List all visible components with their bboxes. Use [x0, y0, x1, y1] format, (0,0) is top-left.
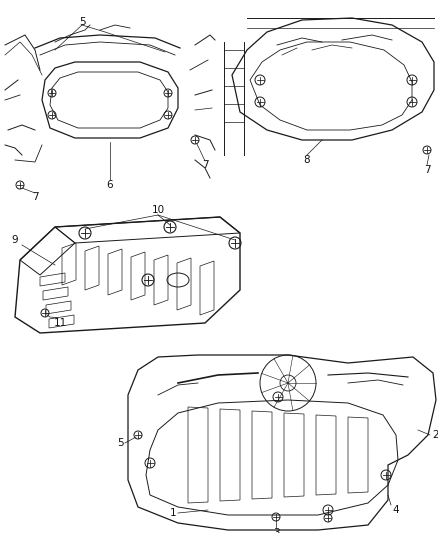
- Text: 7: 7: [424, 165, 430, 175]
- Text: 5: 5: [117, 438, 124, 448]
- Text: 2: 2: [433, 430, 438, 440]
- Text: 1: 1: [170, 508, 177, 518]
- Text: 9: 9: [12, 235, 18, 245]
- Text: 3: 3: [273, 528, 279, 533]
- Text: 6: 6: [107, 180, 113, 190]
- Text: 7: 7: [201, 160, 208, 170]
- Text: 8: 8: [304, 155, 310, 165]
- Text: 5: 5: [79, 17, 85, 27]
- Text: 7: 7: [32, 192, 38, 202]
- Text: 11: 11: [53, 318, 67, 328]
- Text: 4: 4: [393, 505, 399, 515]
- Text: 10: 10: [152, 205, 165, 215]
